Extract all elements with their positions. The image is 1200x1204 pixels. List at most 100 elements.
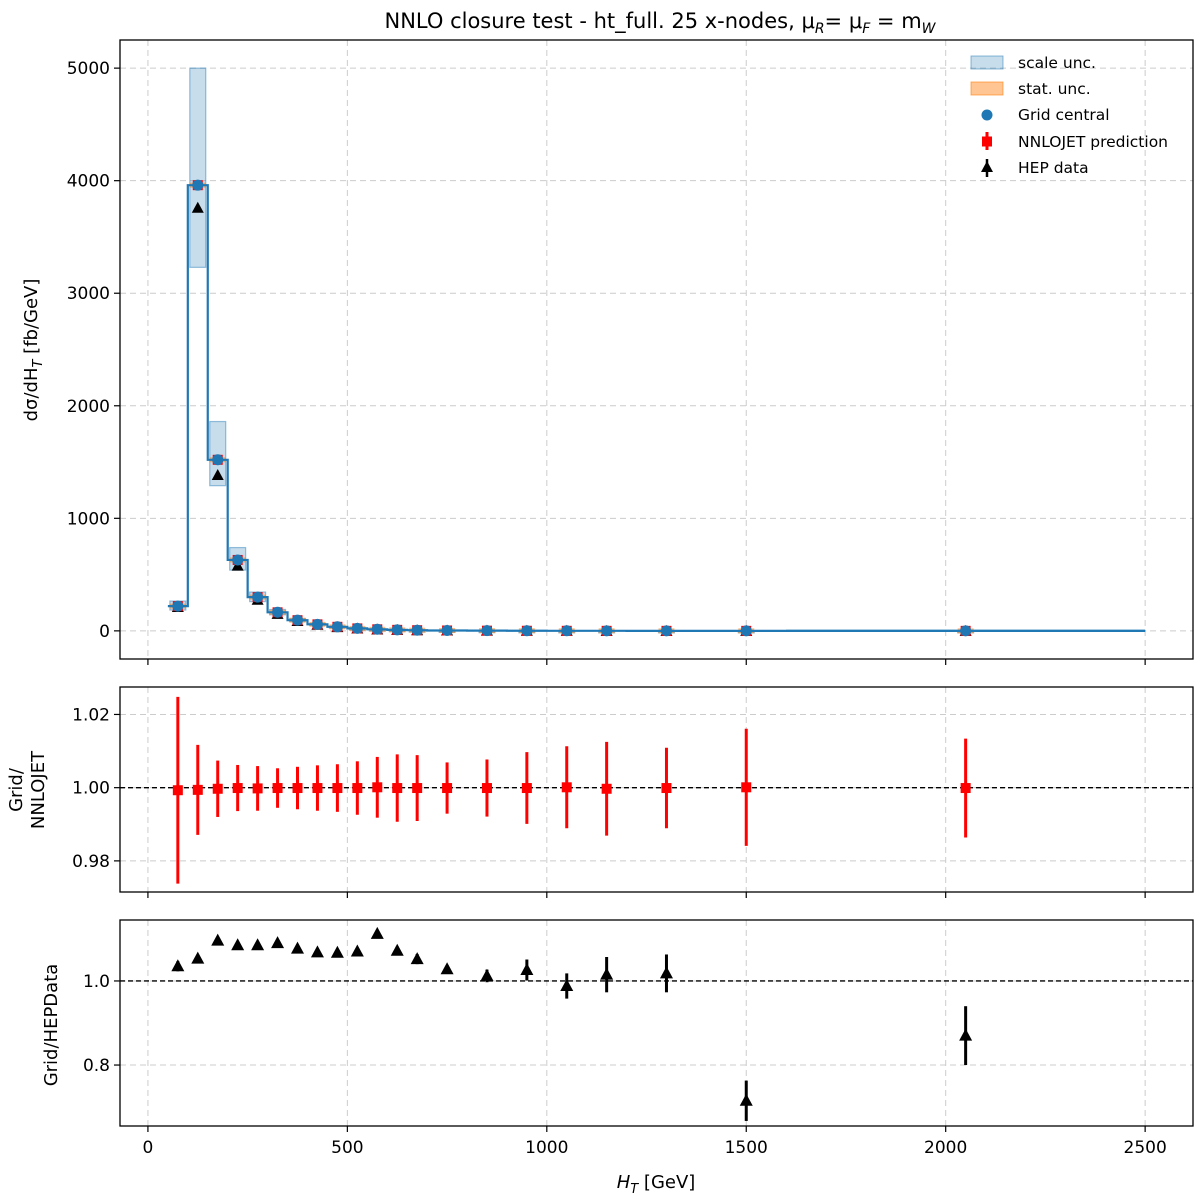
hep-ratio-point <box>231 938 245 951</box>
nnlojet-ratio-point <box>392 783 403 794</box>
nnlojet-ratio-point <box>372 782 383 793</box>
nnlojet-ratio-point <box>661 783 672 794</box>
ratio-nnlojet-frame <box>119 686 1194 893</box>
nnlojet-ratio-point <box>192 784 203 795</box>
ratio-nnlojet-ylabel-line1: Grid/ <box>6 767 27 812</box>
grid-central-point <box>252 591 264 603</box>
nnlojet-ratio-point <box>232 783 243 794</box>
hep-ratio-point <box>600 967 614 980</box>
nnlojet-ratio-point <box>521 783 532 794</box>
legend-nnlojet-marker <box>982 132 992 150</box>
legend: scale unc. stat. unc. Grid central NNLOJ… <box>970 54 1168 177</box>
hep-ratio-point <box>390 943 404 956</box>
hep-ratio-point <box>659 966 673 979</box>
nnlojet-ratio-point <box>292 783 303 794</box>
grid-central-point <box>660 625 672 637</box>
ratio-nnlojet-ytick-label: 1.02 <box>72 705 110 725</box>
nnlojet-ratio-point <box>960 783 971 794</box>
hep-ratio-point <box>251 938 265 951</box>
hep-ratio-point <box>739 1093 753 1106</box>
hep-ratio-point <box>560 979 574 992</box>
main-frame <box>119 39 1194 660</box>
nnlojet-ratio-point <box>601 783 612 794</box>
hep-ratio-point <box>211 933 225 946</box>
x-tick-label: 0 <box>143 1138 154 1158</box>
nnlojet-ratio-point <box>252 783 263 794</box>
legend-scale-swatch <box>970 55 1004 70</box>
ratio-hepdata-panel: 0.8 1.0 0 500 1000 1500 2000 2500 <box>83 919 1194 1158</box>
main-ytick-label: 4000 <box>67 172 110 192</box>
ratio-nnlojet-panel: 0.98 1.00 1.02 <box>72 686 1194 898</box>
ratio-nnlojet-ytick-label: 0.98 <box>72 852 110 872</box>
grid-central-point <box>740 625 752 637</box>
x-tick-label: 2500 <box>1124 1138 1167 1158</box>
main-ytick-label: 2000 <box>67 397 110 417</box>
nnlojet-ratio-point <box>481 783 492 794</box>
legend-grid-label: Grid central <box>1018 106 1110 124</box>
hep-ratio-point <box>271 936 285 949</box>
nnlojet-ratio-point <box>352 783 363 794</box>
hep-ratio-point <box>330 945 344 958</box>
legend-stat-swatch <box>970 81 1004 96</box>
grid-central-point <box>331 621 343 633</box>
nnlojet-ratio-point <box>442 783 453 794</box>
grid-central-point <box>212 454 224 466</box>
x-tick-label: 500 <box>331 1138 363 1158</box>
nnlojet-ratio-point <box>412 783 423 794</box>
hep-ratio-point <box>171 959 185 972</box>
hep-ratio-point <box>291 941 305 954</box>
hep-data-point <box>191 201 204 213</box>
grid-central-point <box>192 179 204 191</box>
x-tick-label: 2000 <box>924 1138 967 1158</box>
hep-ratio-point <box>191 951 205 964</box>
grid-central-line <box>167 184 1146 632</box>
main-ytick-label: 1000 <box>67 509 110 529</box>
grid-central-point <box>411 624 423 636</box>
hep-ratio-point <box>440 962 454 975</box>
ratio-nnlojet-ytick-label: 1.00 <box>72 779 110 799</box>
nnlojet-ratio-point <box>272 783 283 794</box>
nnlojet-ratio-point <box>212 783 223 794</box>
hep-data-point <box>211 468 224 480</box>
grid-central-point <box>481 625 493 637</box>
grid-central-point <box>311 618 323 630</box>
grid-central-point <box>371 623 383 635</box>
grid-central-point <box>351 622 363 634</box>
nnlojet-ratio-point <box>561 782 572 793</box>
grid-central-point <box>521 625 533 637</box>
hep-ratio-point <box>310 945 324 958</box>
grid-central-point <box>232 554 244 566</box>
legend-stat-label: stat. unc. <box>1018 80 1091 98</box>
nnlojet-ratio-point <box>312 783 323 794</box>
chart-title: NNLO closure test - ht_full. 25 x-nodes,… <box>385 9 937 37</box>
main-ytick-label: 0 <box>99 622 110 642</box>
x-axis-label: HT [GeV] <box>617 1172 696 1197</box>
scale-band <box>189 67 207 268</box>
x-tick-label: 1000 <box>525 1138 568 1158</box>
grid-central-point <box>601 625 613 637</box>
grid-central-point <box>272 606 284 618</box>
legend-hep-marker <box>981 159 993 177</box>
hep-ratio-point <box>959 1028 973 1041</box>
nnlojet-ratio-point <box>332 783 343 794</box>
hep-ratio-point <box>520 963 534 976</box>
ratio-hepdata-ytick-label: 0.8 <box>83 1056 110 1076</box>
grid-central-point <box>561 625 573 637</box>
main-ytick-label: 5000 <box>67 59 110 79</box>
ratio-hepdata-ytick-label: 1.0 <box>83 972 110 992</box>
hep-ratio-point <box>410 952 424 965</box>
hep-ratio-point <box>370 926 384 939</box>
ratio-hepdata-ylabel: Grid/HEPData <box>41 964 62 1087</box>
legend-grid-marker <box>981 109 993 121</box>
grid-central-point <box>391 624 403 636</box>
main-ylabel: dσ/dHT [fb/GeV] <box>21 279 46 422</box>
grid-central-point <box>292 614 304 626</box>
scale-band <box>209 420 227 487</box>
grid-central-point <box>960 625 972 637</box>
grid-central-point <box>172 600 184 612</box>
x-tick-label: 1500 <box>725 1138 768 1158</box>
main-panel: 0 1000 2000 3000 4000 5000 <box>67 39 1194 665</box>
ratio-nnlojet-ylabel-line2: NNLOJET <box>28 750 49 829</box>
